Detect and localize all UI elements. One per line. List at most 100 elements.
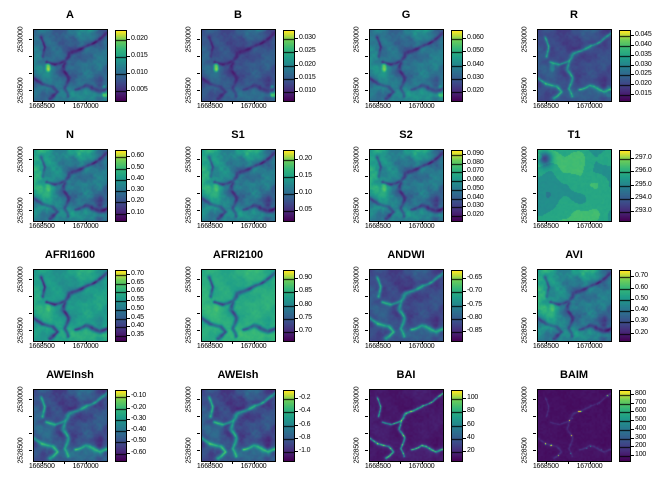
panel-title: B (234, 9, 242, 21)
x-axis-tick (590, 221, 591, 224)
legend-tick (631, 276, 634, 277)
x-axis-tick (400, 221, 401, 224)
x-axis-label-left: 1668500 (196, 343, 223, 350)
legend-tick (127, 419, 130, 420)
legend-tick (295, 291, 298, 292)
legend-tick-label: 0.030 (467, 74, 484, 81)
legend-tick (295, 425, 298, 426)
legend-tick-label: 0.090 (467, 150, 484, 157)
legend-colorbar (451, 270, 463, 342)
legend-tick (631, 321, 634, 322)
legend-tick (295, 398, 298, 399)
raster-map-canvas (201, 149, 276, 222)
legend-tick (295, 51, 298, 52)
legend-tick (127, 274, 130, 275)
legend-tick (631, 288, 634, 289)
legend-tick-label: 0.85 (299, 287, 312, 294)
legend-tick-label: -0.20 (131, 404, 146, 411)
legend-tick-label: 0.005 (131, 86, 148, 93)
raster-panel: AFRI2100 2530000 2528500 1668500 1670000… (168, 240, 336, 360)
legend-colorbar (115, 270, 127, 342)
y-axis-tick (533, 56, 536, 57)
x-axis-tick (422, 341, 423, 344)
y-axis-tick (29, 39, 32, 40)
legend-colorbar (619, 150, 631, 222)
x-axis-tick (42, 101, 43, 104)
legend-tick (631, 310, 634, 311)
y-axis-tick (197, 450, 200, 451)
legend-tick-label: 0.50 (635, 295, 648, 302)
legend-colorbar (451, 150, 463, 222)
legend-tick-label: -0.6 (299, 421, 311, 428)
legend-tick (631, 171, 634, 172)
legend-tick (631, 55, 634, 56)
x-axis-tick (232, 341, 233, 344)
x-axis-tick (254, 101, 255, 104)
legend-tick (295, 38, 298, 39)
legend-tick-label: 0.080 (467, 159, 484, 166)
y-axis-tick (365, 450, 368, 451)
x-axis-tick (210, 101, 211, 104)
y-axis-tick (365, 416, 368, 417)
legend-tick-label: 100 (467, 394, 479, 401)
legend-tick (295, 210, 298, 211)
legend-tick-label: 0.030 (467, 202, 484, 209)
y-axis-tick (365, 176, 368, 177)
legend-tick-label: 0.30 (131, 186, 144, 193)
y-axis-label-top: 2530000 (521, 386, 529, 413)
legend-tick-label: 0.040 (467, 61, 484, 68)
legend-tick (631, 446, 634, 447)
x-axis-tick (86, 221, 87, 224)
y-axis-tick (533, 193, 536, 194)
legend-tick-label: 295.0 (635, 181, 652, 188)
panel-title: AVI (565, 249, 583, 261)
legend-colorbar (283, 30, 295, 102)
legend-tick (463, 206, 466, 207)
x-axis-tick (378, 221, 379, 224)
legend-tick-label: -0.40 (131, 426, 146, 433)
legend-colorbar (451, 390, 463, 462)
raster-panel: S1 2530000 2528500 1668500 1670000 0.20 0… (168, 120, 336, 240)
y-axis-tick (533, 39, 536, 40)
legend-tick-label: 0.020 (467, 87, 484, 94)
x-axis-tick (42, 341, 43, 344)
legend-tick-label: -0.80 (467, 314, 482, 321)
raster-map-canvas (33, 389, 108, 462)
raster-panel: ANDWI 2530000 2528500 1668500 1670000 -0… (336, 240, 504, 360)
legend-tick (631, 438, 634, 439)
legend-tick (631, 35, 634, 36)
x-axis-label-right: 1670000 (72, 103, 99, 110)
x-axis-label-right: 1670000 (240, 103, 267, 110)
legend-tick-label: 0.05 (299, 206, 312, 213)
legend-tick-label: 0.80 (299, 301, 312, 308)
legend-tick (631, 211, 634, 212)
x-axis-tick (86, 461, 87, 464)
y-axis-tick (29, 73, 32, 74)
x-axis-label-right: 1670000 (576, 103, 603, 110)
legend-tick (463, 171, 466, 172)
legend-tick-label: 80 (467, 407, 475, 414)
legend-tick (127, 453, 130, 454)
raster-panel: AWEInsh 2530000 2528500 1668500 1670000 … (0, 360, 168, 480)
raster-panel: AWEIsh 2530000 2528500 1668500 1670000 -… (168, 360, 336, 480)
legend-tick (463, 451, 466, 452)
legend-tick (127, 90, 130, 91)
legend-tick-label: -1.0 (299, 447, 311, 454)
legend-tick (463, 291, 466, 292)
legend-tick-label: -0.85 (467, 327, 482, 334)
legend-tick-label: 0.025 (299, 47, 316, 54)
x-axis-label-left: 1668500 (364, 343, 391, 350)
y-axis-tick (533, 73, 536, 74)
legend-tick-label: -0.70 (467, 287, 482, 294)
legend-tick-label: 0.30 (635, 317, 648, 324)
y-axis-tick (197, 90, 200, 91)
y-axis-tick (197, 210, 200, 211)
legend-tick (463, 305, 466, 306)
x-axis-tick (546, 341, 547, 344)
raster-panel: G 2530000 2528500 1668500 1670000 0.060 0… (336, 0, 504, 120)
x-axis-label-left: 1668500 (196, 223, 223, 230)
legend-tick (127, 56, 130, 57)
legend-tick (631, 394, 634, 395)
x-axis-label-right: 1670000 (72, 223, 99, 230)
x-axis-label-left: 1668500 (532, 223, 559, 230)
